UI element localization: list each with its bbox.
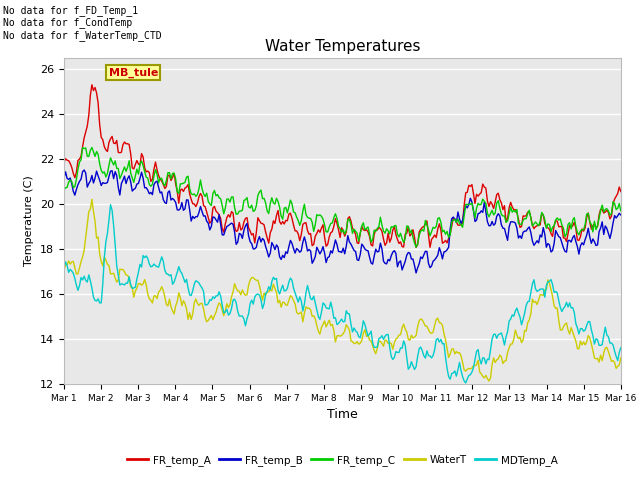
WaterT — [305, 305, 313, 311]
FR_temp_A — [88, 82, 96, 88]
FR_temp_C — [246, 205, 254, 211]
MDTemp_A — [60, 264, 68, 270]
FR_temp_B — [617, 212, 625, 218]
FR_temp_C — [589, 229, 596, 235]
Line: FR_temp_C: FR_temp_C — [64, 147, 621, 247]
FR_temp_C — [617, 208, 625, 214]
FR_temp_B — [246, 239, 254, 244]
WaterT — [246, 277, 254, 283]
FR_temp_B — [81, 167, 88, 173]
WaterT — [60, 267, 68, 273]
Title: Water Temperatures: Water Temperatures — [265, 39, 420, 54]
MDTemp_A — [462, 380, 470, 386]
Legend: FR_temp_A, FR_temp_B, FR_temp_C, WaterT, MDTemp_A: FR_temp_A, FR_temp_B, FR_temp_C, WaterT,… — [122, 451, 563, 470]
WaterT — [88, 196, 96, 202]
FR_temp_A — [130, 166, 138, 172]
FR_temp_A — [246, 228, 254, 234]
MDTemp_A — [246, 300, 254, 306]
FR_temp_B — [412, 270, 420, 276]
WaterT — [589, 348, 596, 353]
FR_temp_B — [589, 236, 596, 242]
Line: FR_temp_B: FR_temp_B — [64, 170, 621, 273]
Line: FR_temp_A: FR_temp_A — [64, 85, 621, 247]
FR_temp_A — [228, 209, 236, 215]
FR_temp_A — [589, 223, 596, 228]
FR_temp_C — [255, 189, 263, 195]
FR_temp_B — [130, 187, 138, 192]
WaterT — [255, 283, 263, 288]
Y-axis label: Temperature (C): Temperature (C) — [24, 175, 35, 266]
FR_temp_A — [255, 218, 263, 224]
WaterT — [228, 294, 236, 300]
WaterT — [617, 355, 625, 360]
MDTemp_A — [617, 345, 625, 350]
MDTemp_A — [130, 285, 138, 291]
FR_temp_B — [228, 220, 236, 226]
FR_temp_C — [305, 216, 313, 221]
FR_temp_A — [60, 159, 68, 165]
MDTemp_A — [107, 202, 115, 207]
FR_temp_A — [305, 231, 313, 237]
Line: WaterT: WaterT — [64, 199, 621, 381]
MDTemp_A — [255, 292, 263, 298]
FR_temp_C — [130, 180, 138, 185]
FR_temp_B — [255, 234, 263, 240]
WaterT — [485, 378, 493, 384]
Text: MB_tule: MB_tule — [109, 67, 158, 78]
WaterT — [130, 294, 138, 300]
FR_temp_C — [88, 144, 96, 150]
FR_temp_B — [60, 175, 68, 181]
MDTemp_A — [305, 289, 313, 295]
FR_temp_C — [228, 194, 236, 200]
Line: MDTemp_A: MDTemp_A — [64, 204, 621, 383]
MDTemp_A — [589, 333, 596, 338]
FR_temp_B — [305, 247, 313, 252]
FR_temp_C — [60, 187, 68, 192]
Text: No data for f_FD_Temp_1
No data for f_CondTemp
No data for f_WaterTemp_CTD: No data for f_FD_Temp_1 No data for f_Co… — [3, 5, 162, 41]
X-axis label: Time: Time — [327, 408, 358, 421]
FR_temp_A — [617, 189, 625, 194]
FR_temp_C — [412, 244, 420, 250]
MDTemp_A — [228, 306, 236, 312]
FR_temp_A — [426, 244, 434, 250]
